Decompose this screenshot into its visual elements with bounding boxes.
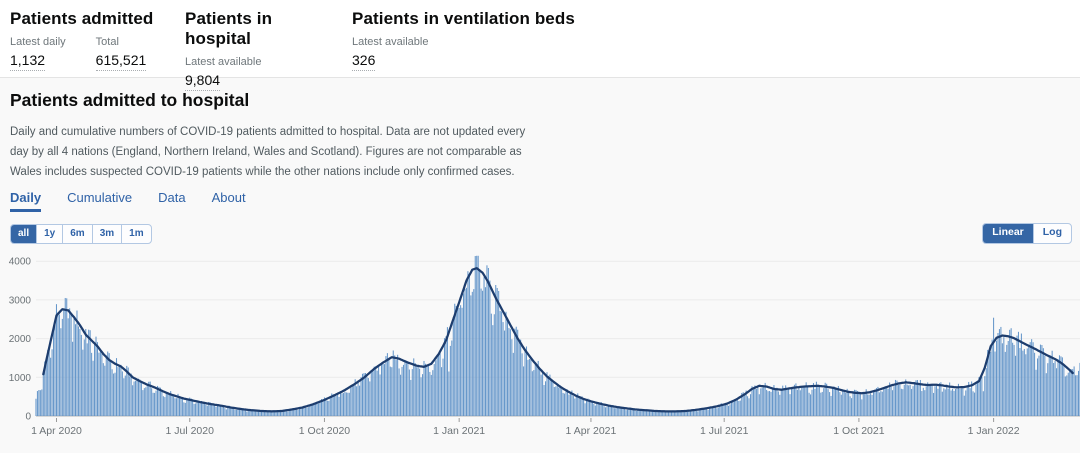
x-axis-label: 1 Jan 2021 <box>433 425 485 437</box>
y-axis-label: 1000 <box>9 373 32 384</box>
range-button-all[interactable]: all <box>11 224 38 243</box>
metric-latest-available: Latest available 326 <box>352 36 428 71</box>
x-axis-label: 1 Jan 2022 <box>968 425 1020 437</box>
y-axis-label: 2000 <box>9 334 32 345</box>
range-button-1m[interactable]: 1m <box>122 225 150 243</box>
stat-card-patients-admitted: Patients admitted Latest daily 1,132 Tot… <box>10 9 185 77</box>
range-button-1y[interactable]: 1y <box>37 224 64 243</box>
scale-button-linear[interactable]: Linear <box>983 224 1034 243</box>
tab-daily[interactable]: Daily <box>10 190 42 213</box>
tab-data[interactable]: Data <box>158 190 186 206</box>
x-axis-label: 1 Oct 2020 <box>299 425 351 437</box>
metric-label: Latest daily <box>10 36 66 48</box>
x-axis-label: 1 Apr 2021 <box>566 425 617 437</box>
scale-button-log[interactable]: Log <box>1034 224 1071 243</box>
tab-about[interactable]: About <box>211 190 246 206</box>
tab-cumulative[interactable]: Cumulative <box>67 190 133 206</box>
panel-title: Patients admitted to hospital <box>10 90 250 110</box>
admissions-chart[interactable]: 0 1000 2000 3000 4000 1 Apr 2020 1 Jul 2020 1 O… <box>0 249 1080 449</box>
x-axis-label: 1 Apr 2020 <box>31 425 82 437</box>
metric-value[interactable]: 9,804 <box>185 72 221 91</box>
daily-bars-series <box>35 255 1080 416</box>
range-button-6m[interactable]: 6m <box>63 224 93 243</box>
range-selector: all 1y 6m 3m 1m <box>10 223 152 244</box>
panel-description: Daily and cumulative numbers of COVID-19… <box>10 126 526 178</box>
metric-total: Total 615,521 <box>95 36 147 71</box>
stat-card-patients-in-hospital: Patients in hospital Latest available 9,… <box>185 9 352 91</box>
x-axis-label: 1 Jul 2020 <box>166 425 215 437</box>
y-axis-label: 4000 <box>9 257 32 268</box>
metric-label: Total <box>95 36 119 48</box>
metric-value[interactable]: 1,132 <box>10 52 46 71</box>
metric-latest-daily: Latest daily 1,132 <box>10 36 66 71</box>
admissions-panel: Patients admitted to hospital Daily and … <box>0 78 1080 453</box>
seven-day-average-line <box>42 266 1074 413</box>
stat-card-title: Patients in ventilation beds <box>352 9 575 28</box>
chart-controls: all 1y 6m 3m 1m Linear Log <box>0 223 1080 244</box>
stat-card-title: Patients admitted <box>10 9 154 28</box>
metric-latest-available: Latest available 9,804 <box>185 56 261 91</box>
summary-stats: Patients admitted Latest daily 1,132 Tot… <box>0 0 1080 91</box>
x-axis-label: 1 Oct 2021 <box>833 425 885 437</box>
stat-card-patients-in-ventilation-beds: Patients in ventilation beds Latest avai… <box>352 9 585 77</box>
y-axis-label: 3000 <box>9 295 32 306</box>
range-button-3m[interactable]: 3m <box>93 224 123 243</box>
x-axis-label: 1 Jul 2021 <box>700 425 749 437</box>
scale-toggle: Linear Log <box>982 223 1072 244</box>
section-divider <box>0 77 1080 78</box>
metric-label: Latest available <box>352 36 429 48</box>
y-axis-label: 0 <box>25 411 31 422</box>
metric-value[interactable]: 326 <box>352 52 376 71</box>
stat-card-title: Patients in hospital <box>185 9 273 48</box>
metric-value[interactable]: 615,521 <box>95 52 147 71</box>
metric-label: Latest available <box>185 56 262 68</box>
view-tabs: Daily Cumulative Data About <box>0 190 1080 213</box>
